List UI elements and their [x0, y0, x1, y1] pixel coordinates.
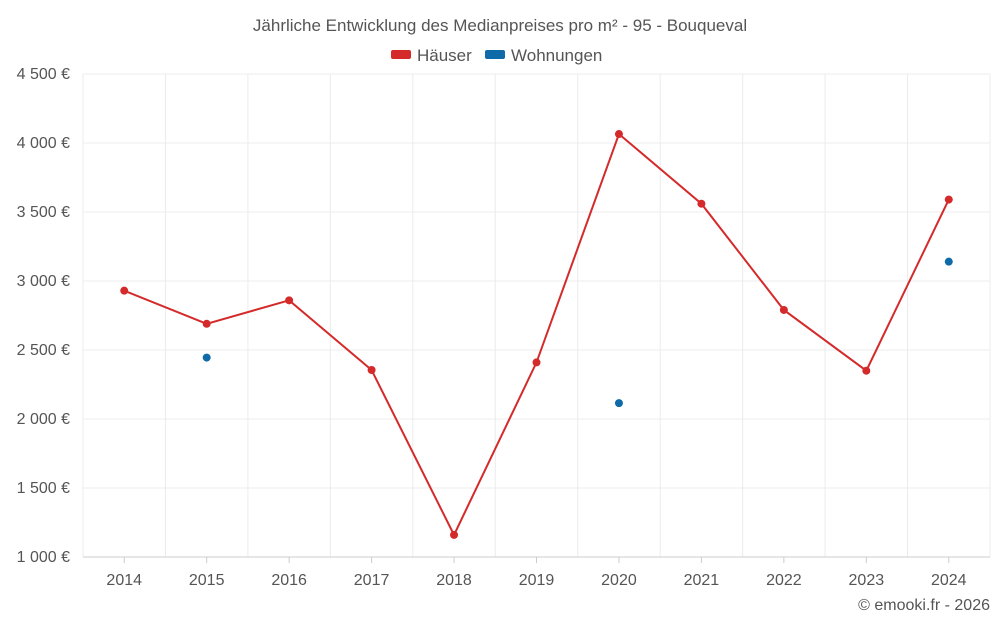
data-point[interactable] — [367, 366, 376, 375]
legend-swatch-houses — [391, 50, 411, 59]
chart-title: Jährliche Entwicklung des Medianpreises … — [253, 16, 747, 35]
x-tick-label: 2020 — [601, 572, 637, 589]
credit-text: © emooki.fr - 2026 — [858, 597, 990, 614]
gridlines — [82, 73, 991, 557]
x-tick-label: 2017 — [354, 572, 390, 589]
x-tick-label: 2018 — [436, 572, 472, 589]
legend-swatch-apartments — [485, 50, 505, 59]
axes: 1 000 € 1 500 € 2 000 € 2 500 € 3 000 € 3 500… — [17, 66, 990, 589]
data-point[interactable] — [202, 353, 211, 362]
data-point[interactable] — [450, 530, 459, 539]
x-tick-label: 2021 — [684, 572, 720, 589]
legend-item-houses[interactable]: Häuser — [391, 46, 472, 65]
y-tick-label: 1 000 € — [17, 549, 70, 566]
data-point[interactable] — [285, 296, 294, 305]
data-point[interactable] — [779, 305, 788, 314]
y-tick-label: 3 500 € — [17, 204, 70, 221]
data-point[interactable] — [614, 399, 623, 408]
x-tick-label: 2016 — [271, 572, 307, 589]
data-point[interactable] — [944, 195, 953, 204]
series-apartments — [202, 257, 953, 408]
y-tick-label: 1 500 € — [17, 480, 70, 497]
data-point[interactable] — [120, 286, 129, 295]
series — [120, 130, 953, 539]
legend-label-houses: Häuser — [417, 46, 472, 65]
data-point[interactable] — [862, 366, 871, 375]
legend-item-apartments[interactable]: Wohnungen — [485, 46, 602, 65]
x-tick-label: 2024 — [931, 572, 967, 589]
data-point[interactable] — [532, 358, 541, 367]
x-tick-label: 2015 — [189, 572, 225, 589]
legend-label-apartments: Wohnungen — [511, 46, 602, 65]
data-point[interactable] — [202, 319, 211, 328]
y-tick-label: 3 000 € — [17, 273, 70, 290]
data-point[interactable] — [944, 257, 953, 266]
x-tick-label: 2019 — [519, 572, 555, 589]
y-tick-label: 4 000 € — [17, 135, 70, 152]
x-tick-label: 2022 — [766, 572, 802, 589]
legend: Häuser Wohnungen — [391, 46, 602, 65]
x-tick-label: 2014 — [106, 572, 142, 589]
data-point[interactable] — [697, 199, 706, 208]
data-point[interactable] — [614, 130, 623, 139]
y-tick-label: 2 500 € — [17, 342, 70, 359]
y-tick-label: 2 000 € — [17, 411, 70, 428]
x-tick-label: 2023 — [849, 572, 885, 589]
series-houses — [120, 130, 953, 539]
y-tick-label: 4 500 € — [17, 66, 70, 83]
